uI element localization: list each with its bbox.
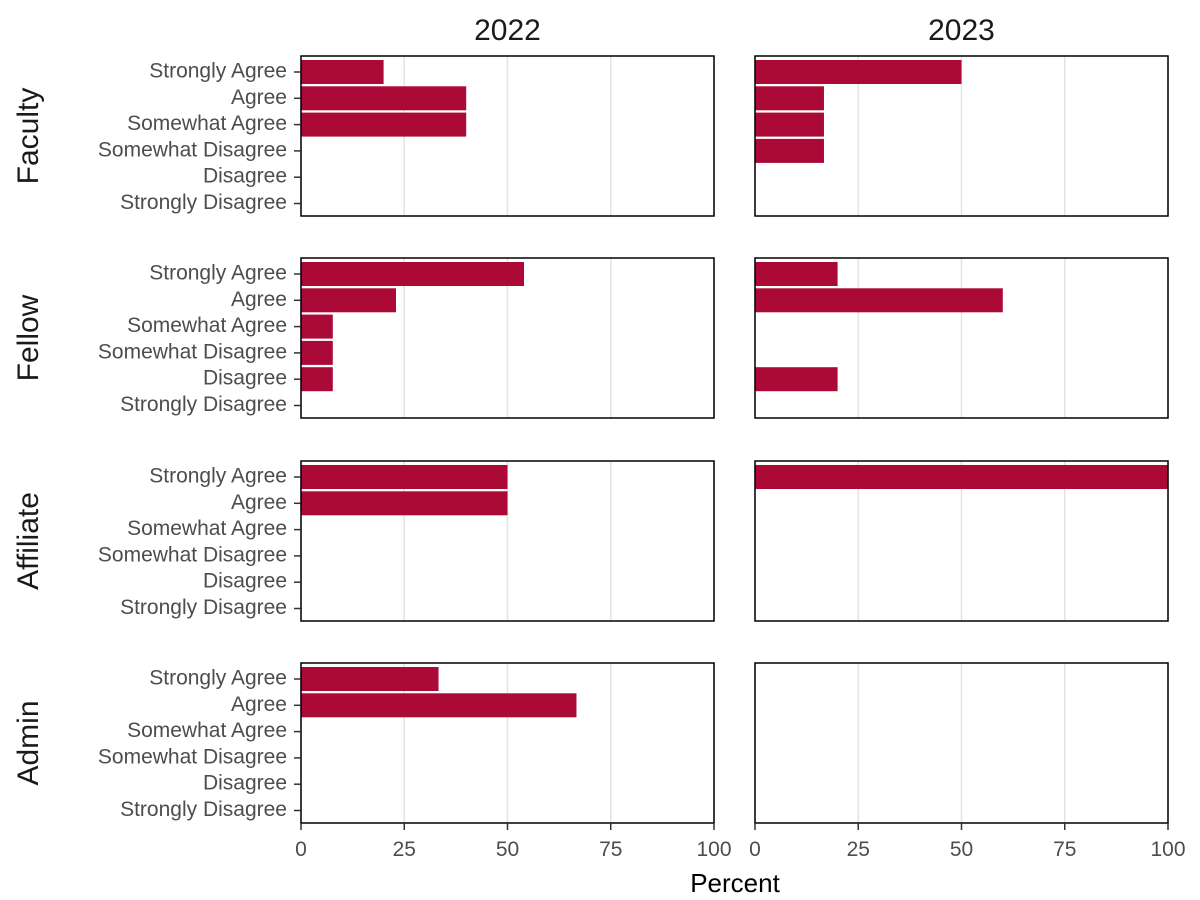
panel-border [300, 460, 715, 622]
category-label-admin-strongly-agree: Strongly Agree [149, 667, 287, 690]
bar-fellow-2023-agree [755, 288, 1003, 313]
facet-column-title-2022: 2022 [474, 14, 541, 47]
bar-admin-2022-agree [301, 693, 577, 718]
category-label-affiliate-strongly-agree: Strongly Agree [149, 465, 287, 488]
category-label-admin-disagree: Disagree [203, 772, 287, 795]
category-label-faculty-disagree: Disagree [203, 165, 287, 188]
x-tick-label-2022-25: 25 [393, 838, 416, 861]
category-label-affiliate-agree: Agree [231, 491, 287, 514]
bar-fellow-2022-somewhat-disagree [301, 340, 333, 365]
bar-admin-2022-strongly-agree [301, 667, 439, 691]
bar-faculty-2023-somewhat-agree [755, 112, 824, 137]
category-label-admin-strongly-disagree: Strongly Disagree [120, 798, 287, 821]
bar-affiliate-2022-agree [301, 491, 508, 516]
facet-row-title-faculty: Faculty [12, 88, 45, 185]
category-label-affiliate-disagree: Disagree [203, 570, 287, 593]
x-tick-label-2023-100: 100 [1150, 838, 1185, 861]
panel-border [300, 257, 715, 419]
category-label-faculty-strongly-disagree: Strongly Disagree [120, 191, 287, 214]
panel-fellow-2023 [754, 257, 1169, 419]
bar-affiliate-2023-strongly-agree [755, 465, 1168, 489]
x-tick-label-2022-100: 100 [696, 838, 731, 861]
panel-fellow-2022 [300, 257, 715, 419]
bar-faculty-2022-agree [301, 86, 467, 111]
bar-faculty-2022-strongly-agree [301, 60, 384, 84]
category-label-affiliate-strongly-disagree: Strongly Disagree [120, 596, 287, 619]
bar-faculty-2023-somewhat-disagree [755, 138, 824, 163]
bar-fellow-2022-strongly-agree [301, 262, 525, 286]
x-tick-label-2023-75: 75 [1053, 838, 1076, 861]
panel-faculty-2023 [754, 55, 1169, 217]
facet-column-title-2023: 2023 [928, 14, 995, 47]
panel-faculty-2022 [300, 55, 715, 217]
panel-border [754, 460, 1169, 622]
x-tick-label-2022-0: 0 [295, 838, 307, 861]
category-label-affiliate-somewhat-agree: Somewhat Agree [127, 517, 287, 540]
category-label-faculty-agree: Agree [231, 86, 287, 109]
x-tick-label-2023-25: 25 [847, 838, 870, 861]
bar-fellow-2022-agree [301, 288, 396, 313]
x-tick-label-2023-50: 50 [950, 838, 973, 861]
category-label-faculty-somewhat-agree: Somewhat Agree [127, 112, 287, 135]
category-label-admin-agree: Agree [231, 693, 287, 716]
bar-fellow-2023-disagree [755, 367, 838, 392]
facet-row-title-affiliate: Affiliate [12, 492, 45, 590]
category-label-fellow-agree: Agree [231, 288, 287, 311]
panel-admin-2023 [754, 662, 1169, 824]
panel-affiliate-2023 [754, 460, 1169, 622]
category-label-fellow-strongly-disagree: Strongly Disagree [120, 393, 287, 416]
category-label-fellow-somewhat-agree: Somewhat Agree [127, 314, 287, 337]
panel-admin-2022 [300, 662, 715, 824]
category-label-fellow-somewhat-disagree: Somewhat Disagree [98, 340, 287, 363]
category-label-affiliate-somewhat-disagree: Somewhat Disagree [98, 543, 287, 566]
category-label-fellow-disagree: Disagree [203, 367, 287, 390]
bar-fellow-2022-somewhat-agree [301, 314, 333, 339]
category-label-fellow-strongly-agree: Strongly Agree [149, 262, 287, 285]
panel-border [300, 55, 715, 217]
x-tick-label-2022-75: 75 [599, 838, 622, 861]
panel-affiliate-2022 [300, 460, 715, 622]
facet-row-title-fellow: Fellow [12, 294, 45, 381]
bar-fellow-2022-disagree [301, 367, 333, 392]
facet-row-title-admin: Admin [12, 700, 45, 785]
bar-fellow-2023-strongly-agree [755, 262, 838, 286]
category-label-faculty-somewhat-disagree: Somewhat Disagree [98, 138, 287, 161]
bar-faculty-2022-somewhat-agree [301, 112, 467, 137]
category-label-admin-somewhat-agree: Somewhat Agree [127, 719, 287, 742]
category-label-admin-somewhat-disagree: Somewhat Disagree [98, 745, 287, 768]
bar-faculty-2023-strongly-agree [755, 60, 962, 84]
x-axis-title: Percent [690, 868, 780, 898]
bar-affiliate-2022-strongly-agree [301, 465, 508, 489]
category-label-faculty-strongly-agree: Strongly Agree [149, 60, 287, 83]
panel-border [754, 55, 1169, 217]
x-tick-label-2022-50: 50 [496, 838, 519, 861]
bar-faculty-2023-agree [755, 86, 824, 111]
x-tick-label-2023-0: 0 [749, 838, 761, 861]
panel-border [754, 257, 1169, 419]
